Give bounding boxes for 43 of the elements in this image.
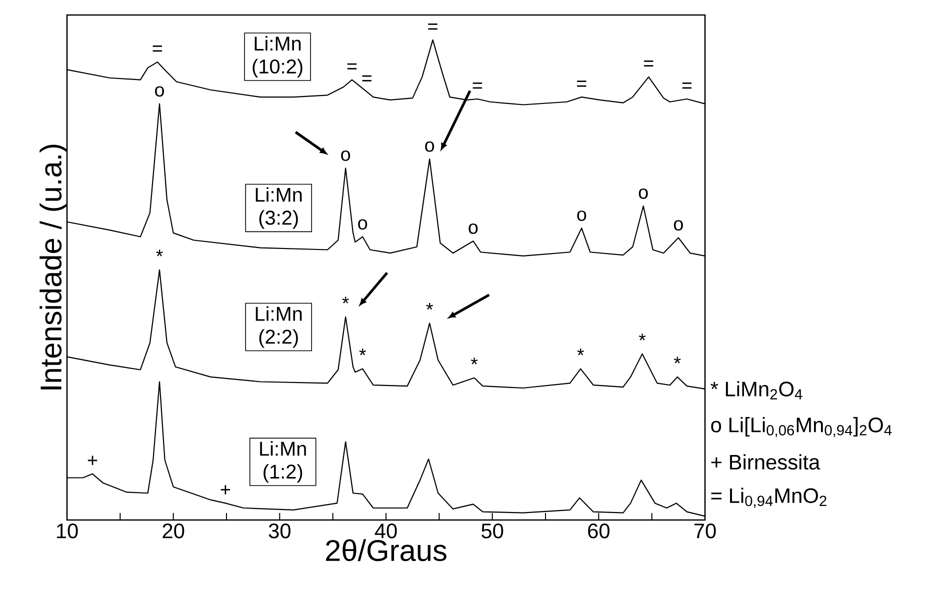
text: = Li$_{0,94}$MnO$_{2}$ xyxy=(711,488,826,508)
series-label: Li:Mn (1:2) xyxy=(260,441,306,483)
x-axis-title: 2θ/Graus xyxy=(326,539,446,562)
annotation: * xyxy=(470,358,478,364)
annotation: = xyxy=(682,82,692,89)
annotation: = xyxy=(152,46,162,52)
y-axis-title: Intensidade / (u.a.) xyxy=(40,144,68,390)
annotation: o xyxy=(358,219,368,230)
annotation: = xyxy=(362,75,372,82)
annotation: o xyxy=(468,224,478,234)
series-label: Li:Mn (2:2) xyxy=(256,306,302,348)
annotation: * xyxy=(426,302,433,310)
annotation: o xyxy=(341,150,350,161)
annotation: * xyxy=(577,348,584,356)
annotation: = xyxy=(472,82,482,89)
annotation: * xyxy=(156,250,163,256)
series-label: Li:Mn (10:2) xyxy=(252,36,302,78)
annotation: * xyxy=(342,296,349,304)
annotation: + xyxy=(88,456,98,466)
annotation: = xyxy=(428,23,438,30)
annotation: o xyxy=(577,210,586,221)
x-tick-label: 70 xyxy=(694,524,716,538)
annotation: = xyxy=(644,60,654,67)
text: o Li[Li$_{0,06}$Mn$_{0,94}$]$_{2}$O$_{4}$ xyxy=(711,417,892,438)
annotation: * xyxy=(674,356,681,364)
x-tick-label: 10 xyxy=(56,524,78,538)
annotation: * xyxy=(638,334,646,340)
text: + Birnessita xyxy=(711,454,820,470)
annotation: = xyxy=(577,80,586,87)
text: * LiMn$_{2}$O$_{4}$ xyxy=(710,381,802,400)
x-tick-label: 20 xyxy=(162,524,184,538)
annotation: = xyxy=(347,63,357,70)
series-label: Li:Mn (3:2) xyxy=(256,187,302,229)
x-tick-label: 60 xyxy=(588,524,610,538)
annotation: o xyxy=(155,86,164,97)
annotation: o xyxy=(674,220,683,231)
x-tick-label: 50 xyxy=(482,524,504,538)
annotation: + xyxy=(220,485,230,494)
annotation: * xyxy=(359,348,366,356)
x-tick-label: 40 xyxy=(374,524,397,538)
annotation: o xyxy=(638,188,648,199)
annotation: o xyxy=(425,141,434,152)
x-tick-label: 30 xyxy=(268,524,290,538)
